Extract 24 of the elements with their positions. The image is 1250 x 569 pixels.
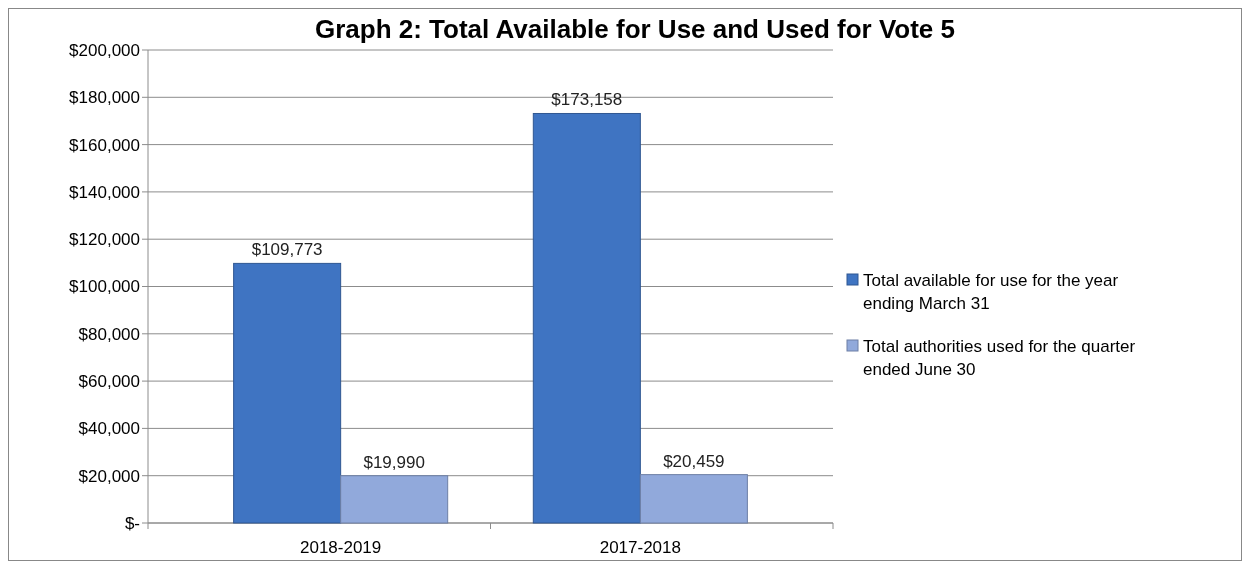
y-tick-label: $20,000: [78, 466, 140, 486]
data-label: $109,773: [251, 240, 323, 260]
bar: [532, 112, 641, 524]
x-tick-label: 2017-2018: [599, 538, 681, 557]
y-tick-label: $100,000: [69, 277, 140, 297]
x-tick-label: 2018-2019: [300, 538, 382, 557]
y-tick-label: $140,000: [69, 182, 140, 202]
data-label: $20,459: [663, 451, 725, 471]
y-tick-label: $160,000: [69, 135, 140, 155]
y-tick-label: $40,000: [78, 419, 140, 439]
y-tick-label: $180,000: [69, 88, 140, 108]
chart-title: Graph 2: Total Available for Use and Used for Vote 5: [314, 14, 956, 44]
y-tick-label: $80,000: [78, 324, 140, 344]
y-tick-label: $120,000: [69, 230, 140, 250]
legend-label: Total authorities used for the quarter ended June 30: [863, 336, 1136, 379]
y-tick-label: $-: [124, 513, 140, 533]
bar: [233, 262, 342, 524]
y-tick-label: $60,000: [78, 372, 140, 392]
bar: [639, 474, 748, 524]
y-tick-label: $200,000: [69, 40, 140, 60]
data-label: $19,990: [363, 452, 425, 472]
legend-label: Total available for use for the year ending March 31: [863, 270, 1119, 313]
bar: [340, 475, 449, 524]
data-label: $173,158: [551, 90, 623, 110]
